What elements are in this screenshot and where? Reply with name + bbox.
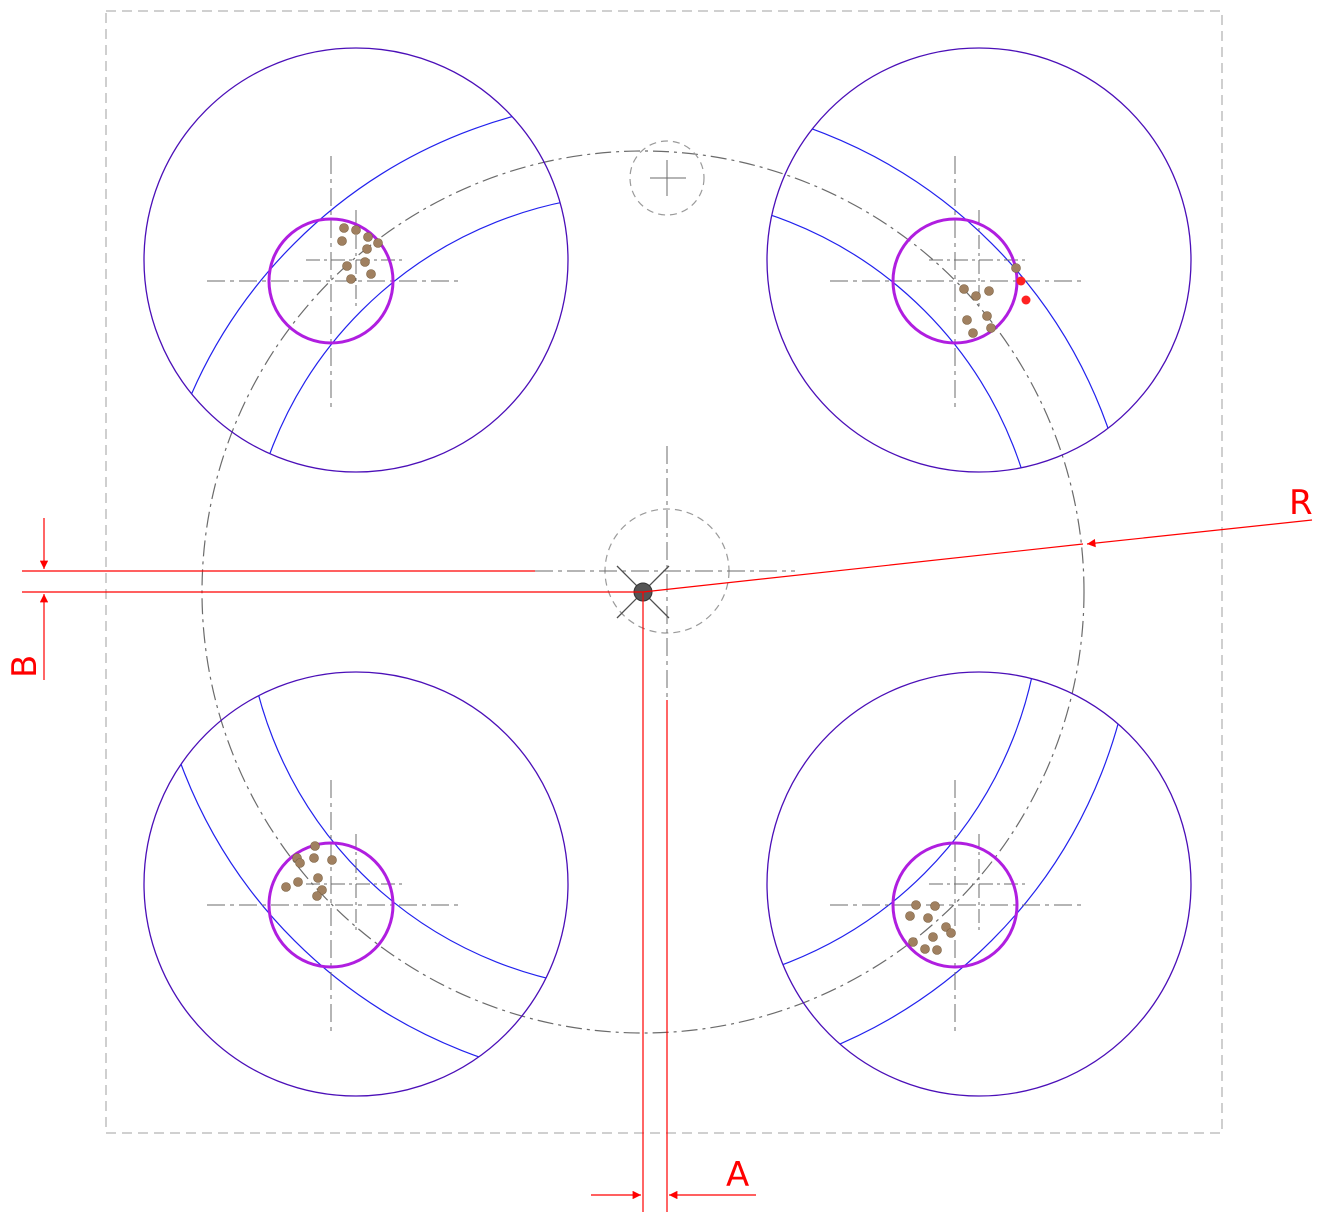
module-top-left [143,47,569,473]
dimension-r: R [642,483,1313,593]
module-bottom-left [143,671,569,1097]
outer-circle [766,671,1192,1097]
outer-circle [143,47,569,473]
module-top-right [766,47,1192,473]
dot-cluster [337,223,383,284]
module-bottom-right [766,671,1192,1097]
dot-cluster [905,900,956,955]
dimension-a: A [591,592,756,1212]
dimension-label-b: B [5,655,45,678]
inner-circle [267,841,395,969]
outer-circle [766,47,1192,473]
dimension-b: B [5,518,643,680]
dimension-label-a: A [726,1155,749,1195]
frame-border [105,10,1223,1134]
outer-circle [143,671,569,1097]
dot-cluster [959,263,1021,338]
inner-circle [891,841,1019,969]
inner-circle [267,217,395,345]
red-dots [1016,276,1031,305]
top-hole-circle [629,140,705,216]
dot-cluster [281,841,337,901]
dimension-label-r: R [1289,483,1313,523]
